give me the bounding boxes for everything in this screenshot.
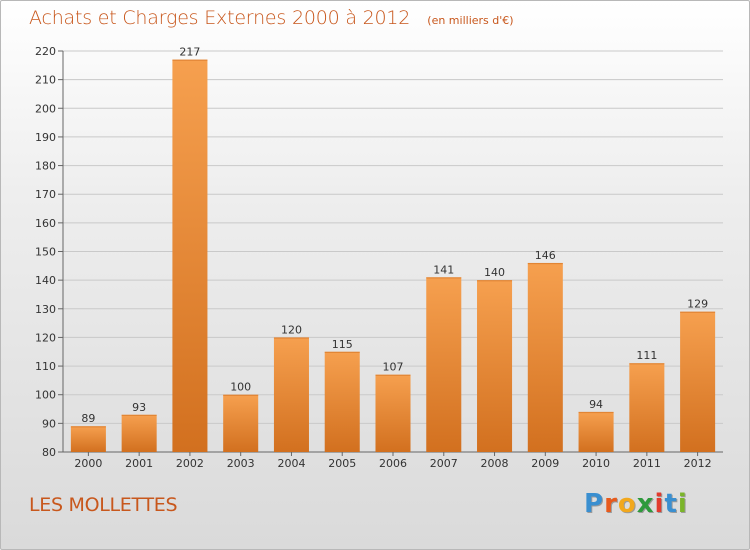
data-label: 120: [281, 323, 302, 336]
x-tick-label: 2011: [633, 457, 661, 470]
bars: [70, 59, 716, 452]
logo-letter: P: [584, 489, 605, 519]
data-label: 140: [484, 266, 505, 279]
bar-top-edge: [273, 337, 309, 339]
x-tick-label: 2006: [379, 457, 407, 470]
chart-title-row: Achats et Charges Externes 2000 à 2012 (…: [29, 7, 514, 29]
x-tick-label: 2007: [430, 457, 458, 470]
y-tick-label: 150: [35, 246, 56, 259]
data-labels: 89 93 217 100 120 115 107 141 140 146 94 111 129: [81, 46, 708, 426]
y-tick-label: 170: [35, 188, 56, 201]
y-tick-label: 80: [42, 446, 56, 459]
x-tick-label: 2003: [227, 457, 255, 470]
bar: [324, 351, 360, 452]
bar-top-edge: [172, 59, 208, 61]
data-label: 107: [383, 361, 404, 374]
y-tick-label: 210: [35, 74, 56, 87]
data-label: 100: [230, 381, 251, 394]
bar-top-edge: [324, 351, 360, 353]
logo-letter: i: [654, 489, 665, 519]
logo-letter: i: [677, 489, 688, 519]
bar: [70, 426, 106, 452]
bar: [527, 262, 563, 452]
y-tick-label: 220: [35, 45, 56, 58]
y-tick-label: 120: [35, 331, 56, 344]
y-tick-label: 200: [35, 102, 56, 115]
y-tick-label: 130: [35, 303, 56, 316]
bar: [680, 311, 716, 452]
bar: [578, 411, 614, 452]
x-tick-label: 2012: [684, 457, 712, 470]
chart-subtitle: (en milliers d'€): [427, 14, 514, 27]
y-tick-label: 100: [35, 389, 56, 402]
data-label: 141: [433, 263, 454, 276]
bar: [426, 277, 462, 452]
data-label: 129: [687, 298, 708, 311]
y-tick-label: 90: [42, 417, 56, 430]
bar: [477, 280, 513, 452]
logo-letter: x: [636, 489, 655, 519]
x-tick-label: 2000: [74, 457, 102, 470]
bar-top-edge: [375, 374, 411, 376]
logo-letter: r: [604, 489, 618, 519]
bar: [273, 337, 309, 452]
data-label: 115: [332, 338, 353, 351]
logo-letter: o: [617, 489, 637, 519]
commune-name: LES MOLLETTES: [29, 494, 178, 516]
bar-top-edge: [527, 262, 563, 265]
proxiti-logo: Proxiti: [584, 489, 688, 519]
bar: [121, 414, 157, 452]
data-label: 89: [81, 412, 95, 425]
x-tick-label: 2010: [582, 457, 610, 470]
data-label: 111: [636, 349, 657, 362]
bar-top-edge: [121, 414, 157, 416]
data-label: 93: [132, 401, 146, 414]
x-tick-label: 2008: [481, 457, 509, 470]
bar-top-edge: [629, 363, 665, 365]
bar: [172, 59, 208, 452]
data-label: 146: [535, 249, 556, 262]
bar-top-edge: [426, 277, 462, 279]
y-tick-label: 110: [35, 360, 56, 373]
bar: [629, 363, 665, 452]
bar-top-edge: [477, 280, 513, 282]
x-tick-label: 2001: [125, 457, 153, 470]
x-tick-label: 2002: [176, 457, 204, 470]
y-tick-label: 140: [35, 274, 56, 287]
y-tick-label: 180: [35, 160, 56, 173]
bar-top-edge: [680, 311, 716, 313]
logo-letter: t: [664, 489, 678, 519]
x-tick-label: 2004: [277, 457, 305, 470]
bar: [223, 394, 259, 452]
y-tick-label: 190: [35, 131, 56, 144]
y-tick-label: 160: [35, 217, 56, 230]
bar-top-edge: [70, 426, 106, 428]
x-tick-label: 2005: [328, 457, 356, 470]
data-label: 94: [589, 398, 603, 411]
bar-top-edge: [223, 394, 259, 396]
x-tick-label: 2009: [531, 457, 559, 470]
chart-title: Achats et Charges Externes 2000 à 2012: [29, 7, 411, 29]
bar-top-edge: [578, 411, 614, 414]
data-label: 217: [179, 46, 200, 59]
bar: [375, 374, 411, 452]
